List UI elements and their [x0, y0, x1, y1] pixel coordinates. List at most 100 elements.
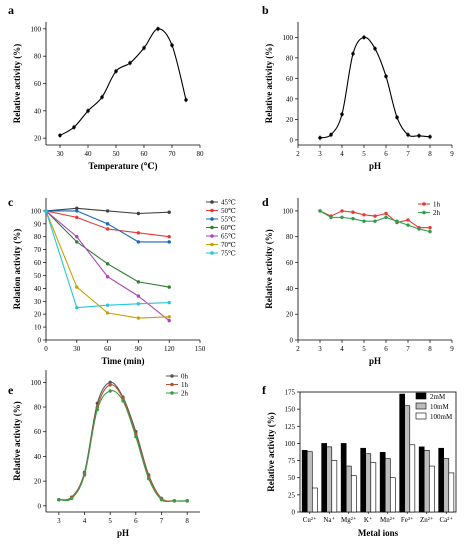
y-tick-label: 175	[285, 389, 296, 397]
y-tick-label: 20	[34, 311, 42, 319]
data-point	[417, 227, 421, 231]
x-tick-label: Fe³⁺	[401, 516, 414, 524]
x-tick-label: 120	[164, 345, 175, 353]
data-point	[167, 300, 171, 305]
x-tick-label: Zn²⁺	[420, 516, 434, 524]
bar	[399, 393, 406, 513]
panel-e: e 0 20 40 60 80 100 pH Relative activity (%) 3 4 5 6…	[8, 370, 200, 538]
data-point	[75, 240, 79, 244]
legend-marker	[170, 391, 174, 395]
data-point	[136, 294, 141, 298]
data-point	[75, 235, 79, 239]
data-point	[340, 112, 344, 116]
data-point	[105, 303, 110, 307]
bar	[418, 446, 425, 513]
data-point	[167, 315, 171, 319]
legend-swatch	[415, 412, 427, 420]
y-axis-label: Relative activity (%)	[264, 229, 274, 308]
y-tick-label: 0	[290, 136, 294, 144]
data-point	[384, 211, 388, 216]
x-tick-label: 7	[406, 150, 410, 158]
x-tick-label: 9	[450, 345, 454, 353]
x-tick-label: 6	[384, 150, 388, 158]
x-tick-label: 5	[362, 345, 366, 353]
x-axis-label: Time (min)	[101, 356, 144, 366]
legend-label: 55℃	[221, 216, 236, 224]
data-point	[340, 209, 344, 213]
x-axis-label: pH	[369, 161, 381, 171]
data-point	[136, 231, 141, 235]
y-tick-label: 80	[34, 404, 42, 412]
data-point	[105, 227, 110, 231]
data-point	[58, 133, 62, 138]
data-point	[95, 407, 100, 412]
data-point	[156, 27, 160, 31]
data-point	[142, 46, 146, 50]
data-point	[395, 115, 399, 120]
x-tick-label: 6	[384, 345, 388, 353]
y-tick-label: 70	[34, 246, 42, 254]
y-tick-label: 100	[283, 34, 294, 42]
x-tick-label: 40	[85, 150, 93, 158]
bar	[350, 475, 357, 513]
data-point	[105, 311, 110, 315]
series-line	[59, 28, 187, 136]
legend-marker	[210, 242, 214, 247]
data-point	[105, 262, 110, 266]
bar	[301, 449, 308, 513]
data-point	[75, 285, 79, 289]
data-point	[428, 135, 432, 139]
data-point	[417, 134, 421, 138]
bar	[306, 451, 313, 513]
bar	[326, 446, 333, 513]
data-point	[167, 235, 171, 239]
bar	[423, 449, 430, 513]
data-point	[351, 210, 355, 214]
data-point	[108, 389, 112, 393]
data-point	[384, 74, 388, 79]
x-tick-label: Ca²⁺	[439, 516, 453, 524]
x-tick-label: 3	[318, 150, 322, 158]
panel-letter: c	[8, 195, 14, 209]
data-point	[136, 280, 141, 284]
legend-label: 45℃	[221, 199, 236, 207]
y-tick-label: 100	[31, 207, 42, 215]
series-line	[319, 210, 430, 229]
legend-marker	[170, 374, 174, 378]
x-tick-label: 4	[83, 517, 87, 525]
y-tick-label: 0	[292, 509, 296, 517]
x-tick-label: 150	[195, 345, 206, 353]
data-point	[82, 473, 87, 477]
x-tick-label: 3	[57, 517, 61, 525]
x-tick-label: 5	[108, 517, 112, 525]
data-point	[384, 215, 388, 220]
legend-label: 60℃	[221, 224, 236, 232]
data-point	[373, 219, 377, 223]
x-tick-label: 6	[134, 517, 138, 525]
data-point	[105, 275, 110, 279]
bar	[443, 458, 450, 513]
data-point	[395, 219, 399, 223]
x-tick-label: Na⁺	[323, 516, 335, 524]
data-point	[105, 222, 110, 226]
data-point	[172, 499, 177, 503]
panel-b: b 0 20 40 60 80 100 pH Relative activity (%) 2 3 4 5…	[262, 3, 454, 171]
data-point	[318, 136, 322, 140]
legend-label: 2h	[181, 390, 189, 398]
y-tick-label: 150	[285, 406, 296, 414]
x-tick-label: 3	[318, 345, 322, 353]
legend-label: 10mM	[430, 403, 449, 411]
y-tick-label: 40	[286, 285, 294, 293]
panel-letter: e	[8, 383, 14, 397]
y-tick-label: 0	[38, 502, 42, 510]
bar	[389, 477, 396, 513]
bar	[384, 458, 391, 513]
data-point	[105, 209, 110, 213]
y-axis-label: Relation activity (%)	[12, 229, 22, 309]
legend-label: 70℃	[221, 241, 236, 249]
data-point	[167, 210, 171, 214]
x-tick-label: 70	[169, 150, 177, 158]
data-point	[428, 229, 432, 234]
legend-marker	[422, 202, 426, 206]
y-tick-label: 40	[286, 95, 294, 103]
